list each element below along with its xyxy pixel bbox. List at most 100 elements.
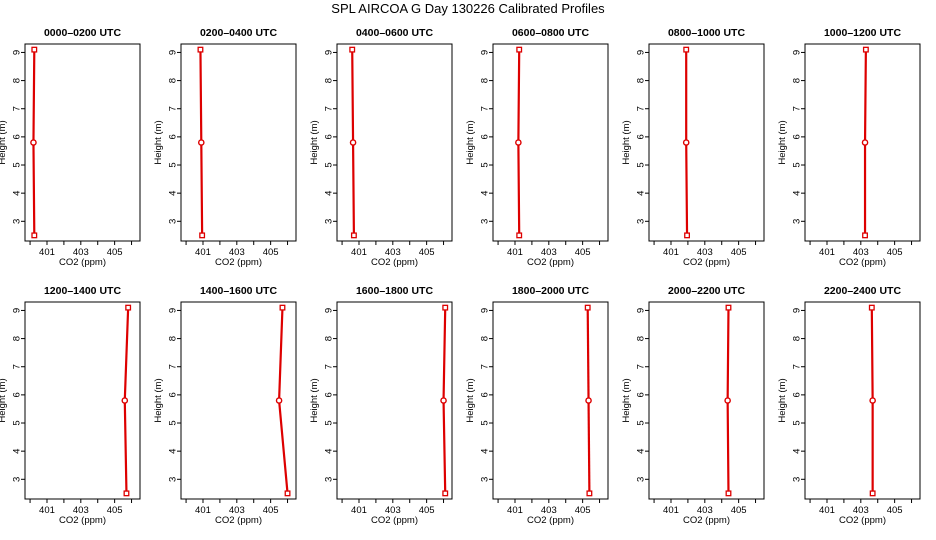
x-axis-label: CO2 (ppm) bbox=[215, 515, 262, 526]
x-axis-label: CO2 (ppm) bbox=[839, 515, 886, 526]
panel-title: 1800–2000 UTC bbox=[512, 285, 589, 297]
y-tick-label: 3 bbox=[636, 477, 647, 482]
x-axis-label: CO2 (ppm) bbox=[683, 257, 730, 268]
x-tick-label: 403 bbox=[385, 247, 401, 258]
y-axis-label: Height (m) bbox=[309, 378, 320, 422]
y-axis-label: Height (m) bbox=[621, 120, 632, 164]
y-tick-label: 5 bbox=[480, 162, 491, 167]
x-tick-label: 405 bbox=[263, 505, 279, 516]
y-axis-label: Height (m) bbox=[0, 120, 8, 164]
data-point bbox=[585, 397, 592, 404]
panel-title: 1200–1400 UTC bbox=[44, 285, 121, 297]
y-tick-label: 9 bbox=[636, 308, 647, 313]
y-tick-label: 7 bbox=[792, 364, 803, 369]
y-tick-label: 8 bbox=[168, 336, 179, 341]
chart-panel: 0600–0800 UTC 401 403 405 3 4 5 6 7 8 9 CO2 (ppm) He… bbox=[465, 27, 609, 268]
y-axis-label: Height (m) bbox=[153, 120, 164, 164]
chart-panel: 1600–1800 UTC 401 403 405 3 4 5 6 7 8 9 CO2 (ppm) He… bbox=[309, 285, 453, 526]
chart-panel: 1800–2000 UTC 401 403 405 3 4 5 6 7 8 9 CO2 (ppm) He… bbox=[465, 285, 609, 526]
data-point bbox=[862, 232, 868, 239]
plot-frame bbox=[24, 43, 141, 242]
x-tick-label: 401 bbox=[819, 505, 835, 516]
y-tick-label: 6 bbox=[12, 134, 23, 139]
data-point bbox=[516, 232, 523, 239]
y-tick-label: 4 bbox=[168, 449, 179, 454]
plot-frame bbox=[492, 43, 609, 242]
x-tick-label: 403 bbox=[697, 247, 713, 258]
data-point bbox=[199, 232, 206, 239]
y-tick-label: 7 bbox=[480, 106, 491, 111]
data-point bbox=[442, 490, 449, 497]
y-tick-label: 3 bbox=[480, 219, 491, 224]
y-axis-label: Height (m) bbox=[777, 378, 788, 422]
y-axis-label: Height (m) bbox=[0, 378, 8, 422]
panel-title: 0000–0200 UTC bbox=[44, 27, 121, 39]
y-tick-label: 6 bbox=[636, 134, 647, 139]
x-axis-label: CO2 (ppm) bbox=[527, 257, 574, 268]
y-tick-label: 3 bbox=[12, 477, 23, 482]
data-point bbox=[30, 139, 37, 146]
x-tick-label: 405 bbox=[419, 247, 435, 258]
x-tick-label: 401 bbox=[39, 247, 55, 258]
y-tick-label: 9 bbox=[792, 50, 803, 55]
chart-panel: 0400–0600 UTC 401 403 405 3 4 5 6 7 8 9 CO2 (ppm) He… bbox=[309, 27, 453, 268]
y-tick-label: 4 bbox=[168, 191, 179, 196]
y-tick-label: 4 bbox=[12, 449, 23, 454]
y-tick-label: 5 bbox=[636, 420, 647, 425]
plot-frame bbox=[492, 301, 609, 500]
y-tick-label: 9 bbox=[480, 308, 491, 313]
data-point bbox=[279, 304, 286, 311]
y-tick-label: 5 bbox=[792, 162, 803, 167]
data-point bbox=[349, 46, 356, 53]
data-point bbox=[440, 397, 447, 404]
y-tick-label: 7 bbox=[168, 106, 179, 111]
data-point bbox=[725, 490, 732, 497]
y-tick-label: 3 bbox=[324, 477, 335, 482]
x-axis-label: CO2 (ppm) bbox=[59, 515, 106, 526]
x-tick-label: 401 bbox=[663, 247, 679, 258]
data-point bbox=[683, 46, 690, 53]
data-point bbox=[515, 139, 522, 146]
y-tick-label: 5 bbox=[168, 162, 179, 167]
y-tick-label: 4 bbox=[636, 449, 647, 454]
y-tick-label: 8 bbox=[168, 78, 179, 83]
data-point bbox=[586, 490, 593, 497]
x-tick-label: 405 bbox=[263, 247, 279, 258]
y-tick-label: 6 bbox=[324, 134, 335, 139]
y-tick-label: 9 bbox=[12, 50, 23, 55]
data-point bbox=[31, 232, 38, 239]
y-tick-label: 8 bbox=[636, 78, 647, 83]
y-tick-label: 5 bbox=[636, 162, 647, 167]
y-axis-label: Height (m) bbox=[153, 378, 164, 422]
y-tick-label: 9 bbox=[324, 308, 335, 313]
panel-title: 0400–0600 UTC bbox=[356, 27, 433, 39]
y-tick-label: 3 bbox=[168, 477, 179, 482]
y-tick-label: 5 bbox=[12, 162, 23, 167]
x-tick-label: 403 bbox=[229, 505, 245, 516]
y-tick-label: 9 bbox=[792, 308, 803, 313]
data-point bbox=[125, 304, 132, 311]
y-tick-label: 9 bbox=[168, 308, 179, 313]
y-tick-label: 3 bbox=[636, 219, 647, 224]
plot-frame bbox=[648, 43, 765, 242]
x-axis-label: CO2 (ppm) bbox=[527, 515, 574, 526]
data-point bbox=[516, 46, 523, 53]
y-tick-label: 6 bbox=[480, 392, 491, 397]
x-tick-label: 403 bbox=[73, 247, 89, 258]
y-tick-label: 6 bbox=[480, 134, 491, 139]
y-tick-label: 7 bbox=[12, 364, 23, 369]
plot-frame bbox=[180, 43, 297, 242]
y-tick-label: 3 bbox=[168, 219, 179, 224]
x-tick-label: 405 bbox=[107, 505, 123, 516]
y-axis-label: Height (m) bbox=[465, 120, 476, 164]
y-tick-label: 8 bbox=[792, 336, 803, 341]
y-tick-label: 5 bbox=[12, 420, 23, 425]
x-tick-label: 401 bbox=[39, 505, 55, 516]
data-point bbox=[861, 139, 869, 146]
data-point bbox=[442, 304, 449, 311]
y-tick-label: 9 bbox=[324, 50, 335, 55]
data-point bbox=[284, 490, 291, 497]
x-tick-label: 403 bbox=[853, 505, 869, 516]
panel-title: 1400–1600 UTC bbox=[200, 285, 277, 297]
x-axis-label: CO2 (ppm) bbox=[683, 515, 730, 526]
